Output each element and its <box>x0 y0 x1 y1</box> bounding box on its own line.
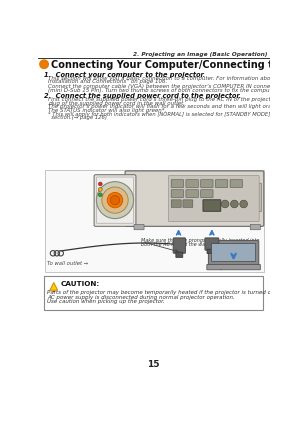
Text: Connect the computer cable (VGA) between the projector’s COMPUTER IN connector a: Connect the computer cable (VGA) between… <box>48 85 300 90</box>
FancyBboxPatch shape <box>169 176 259 222</box>
Text: 15: 15 <box>148 360 160 369</box>
FancyBboxPatch shape <box>205 238 219 250</box>
FancyBboxPatch shape <box>250 224 260 230</box>
FancyBboxPatch shape <box>201 180 213 187</box>
Text: Parts of the projector may become temporarily heated if the projector is turned : Parts of the projector may become tempor… <box>47 290 300 295</box>
Text: The projector’s power indicator will flash for a few seconds and then will light: The projector’s power indicator will fla… <box>48 104 300 110</box>
Text: •: • <box>114 214 116 217</box>
Text: 2: 2 <box>41 60 47 69</box>
FancyBboxPatch shape <box>173 238 185 253</box>
Text: •: • <box>98 198 101 202</box>
Text: Use caution when picking up the projector.: Use caution when picking up the projecto… <box>47 299 164 305</box>
Text: 2.  Connect the supplied power cord to the projector.: 2. Connect the supplied power cord to th… <box>44 93 241 99</box>
FancyBboxPatch shape <box>186 190 198 198</box>
Text: 1.  Connect your computer to the projector.: 1. Connect your computer to the projecto… <box>44 71 205 78</box>
Circle shape <box>110 195 120 205</box>
FancyBboxPatch shape <box>255 183 262 212</box>
FancyBboxPatch shape <box>186 180 198 187</box>
Circle shape <box>107 192 123 208</box>
Circle shape <box>102 187 128 213</box>
FancyBboxPatch shape <box>207 249 217 253</box>
Circle shape <box>98 182 102 186</box>
FancyBboxPatch shape <box>203 200 221 212</box>
Text: 2. Projecting an Image (Basic Operation): 2. Projecting an Image (Basic Operation) <box>133 52 267 57</box>
Text: (mini D-Sub 15 Pin). Turn two thumb screws of both connectors to fix the compute: (mini D-Sub 15 Pin). Turn two thumb scre… <box>48 88 300 93</box>
Text: plug of the supplied power cord in the wall outlet.: plug of the supplied power cord in the w… <box>48 101 185 106</box>
FancyBboxPatch shape <box>125 171 264 226</box>
FancyBboxPatch shape <box>176 252 183 258</box>
Text: Installation and Connections” on page 106.: Installation and Connections” on page 10… <box>48 80 168 85</box>
Text: Make sure that the prongs are fully inserted into: Make sure that the prongs are fully inse… <box>141 238 259 243</box>
FancyBboxPatch shape <box>183 200 193 207</box>
Text: CAUTION:: CAUTION: <box>61 281 100 287</box>
Circle shape <box>230 200 238 208</box>
FancyBboxPatch shape <box>171 200 181 207</box>
Text: To wall outlet →: To wall outlet → <box>47 261 88 266</box>
FancyBboxPatch shape <box>171 190 184 198</box>
FancyBboxPatch shape <box>94 175 136 226</box>
Text: !: ! <box>52 285 56 294</box>
FancyBboxPatch shape <box>230 180 242 187</box>
Text: This section will show you a basic connection to a computer. For information abo: This section will show you a basic conne… <box>48 76 300 81</box>
FancyBboxPatch shape <box>45 170 264 272</box>
FancyBboxPatch shape <box>207 264 260 270</box>
Circle shape <box>221 200 229 208</box>
Text: STATUS: STATUS <box>103 182 116 187</box>
Text: COMPUTER IN: COMPUTER IN <box>224 198 260 203</box>
Text: * This will apply for both indicators when [NORMAL] is selected for [STANDBY MOD: * This will apply for both indicators wh… <box>48 112 300 117</box>
FancyBboxPatch shape <box>208 241 259 266</box>
Circle shape <box>240 200 248 208</box>
Text: The STATUS indicator will also light green*.: The STATUS indicator will also light gre… <box>48 108 166 113</box>
Text: Connecting Your Computer/Connecting the Power Cord: Connecting Your Computer/Connecting the … <box>51 60 300 70</box>
FancyBboxPatch shape <box>96 177 134 223</box>
Polygon shape <box>50 283 58 290</box>
FancyBboxPatch shape <box>44 276 263 310</box>
FancyBboxPatch shape <box>134 224 144 230</box>
FancyBboxPatch shape <box>201 190 213 198</box>
Circle shape <box>98 193 102 197</box>
Text: POWER: POWER <box>103 188 116 192</box>
Circle shape <box>40 60 48 69</box>
Text: AC power supply is disconnected during normal projector operation.: AC power supply is disconnected during n… <box>47 295 235 300</box>
FancyBboxPatch shape <box>171 180 184 187</box>
FancyBboxPatch shape <box>212 244 256 261</box>
Text: section.(→ page 126): section.(→ page 126) <box>48 115 107 120</box>
Text: •: • <box>114 183 116 187</box>
FancyBboxPatch shape <box>215 180 228 187</box>
Circle shape <box>98 187 102 191</box>
Text: both the AC IN and the wall outlet.: both the AC IN and the wall outlet. <box>141 242 225 247</box>
Text: First connect the supplied power cord’s three-pin plug to the AC IN of the proje: First connect the supplied power cord’s … <box>48 97 300 102</box>
Text: •: • <box>129 198 132 202</box>
Circle shape <box>96 181 134 219</box>
